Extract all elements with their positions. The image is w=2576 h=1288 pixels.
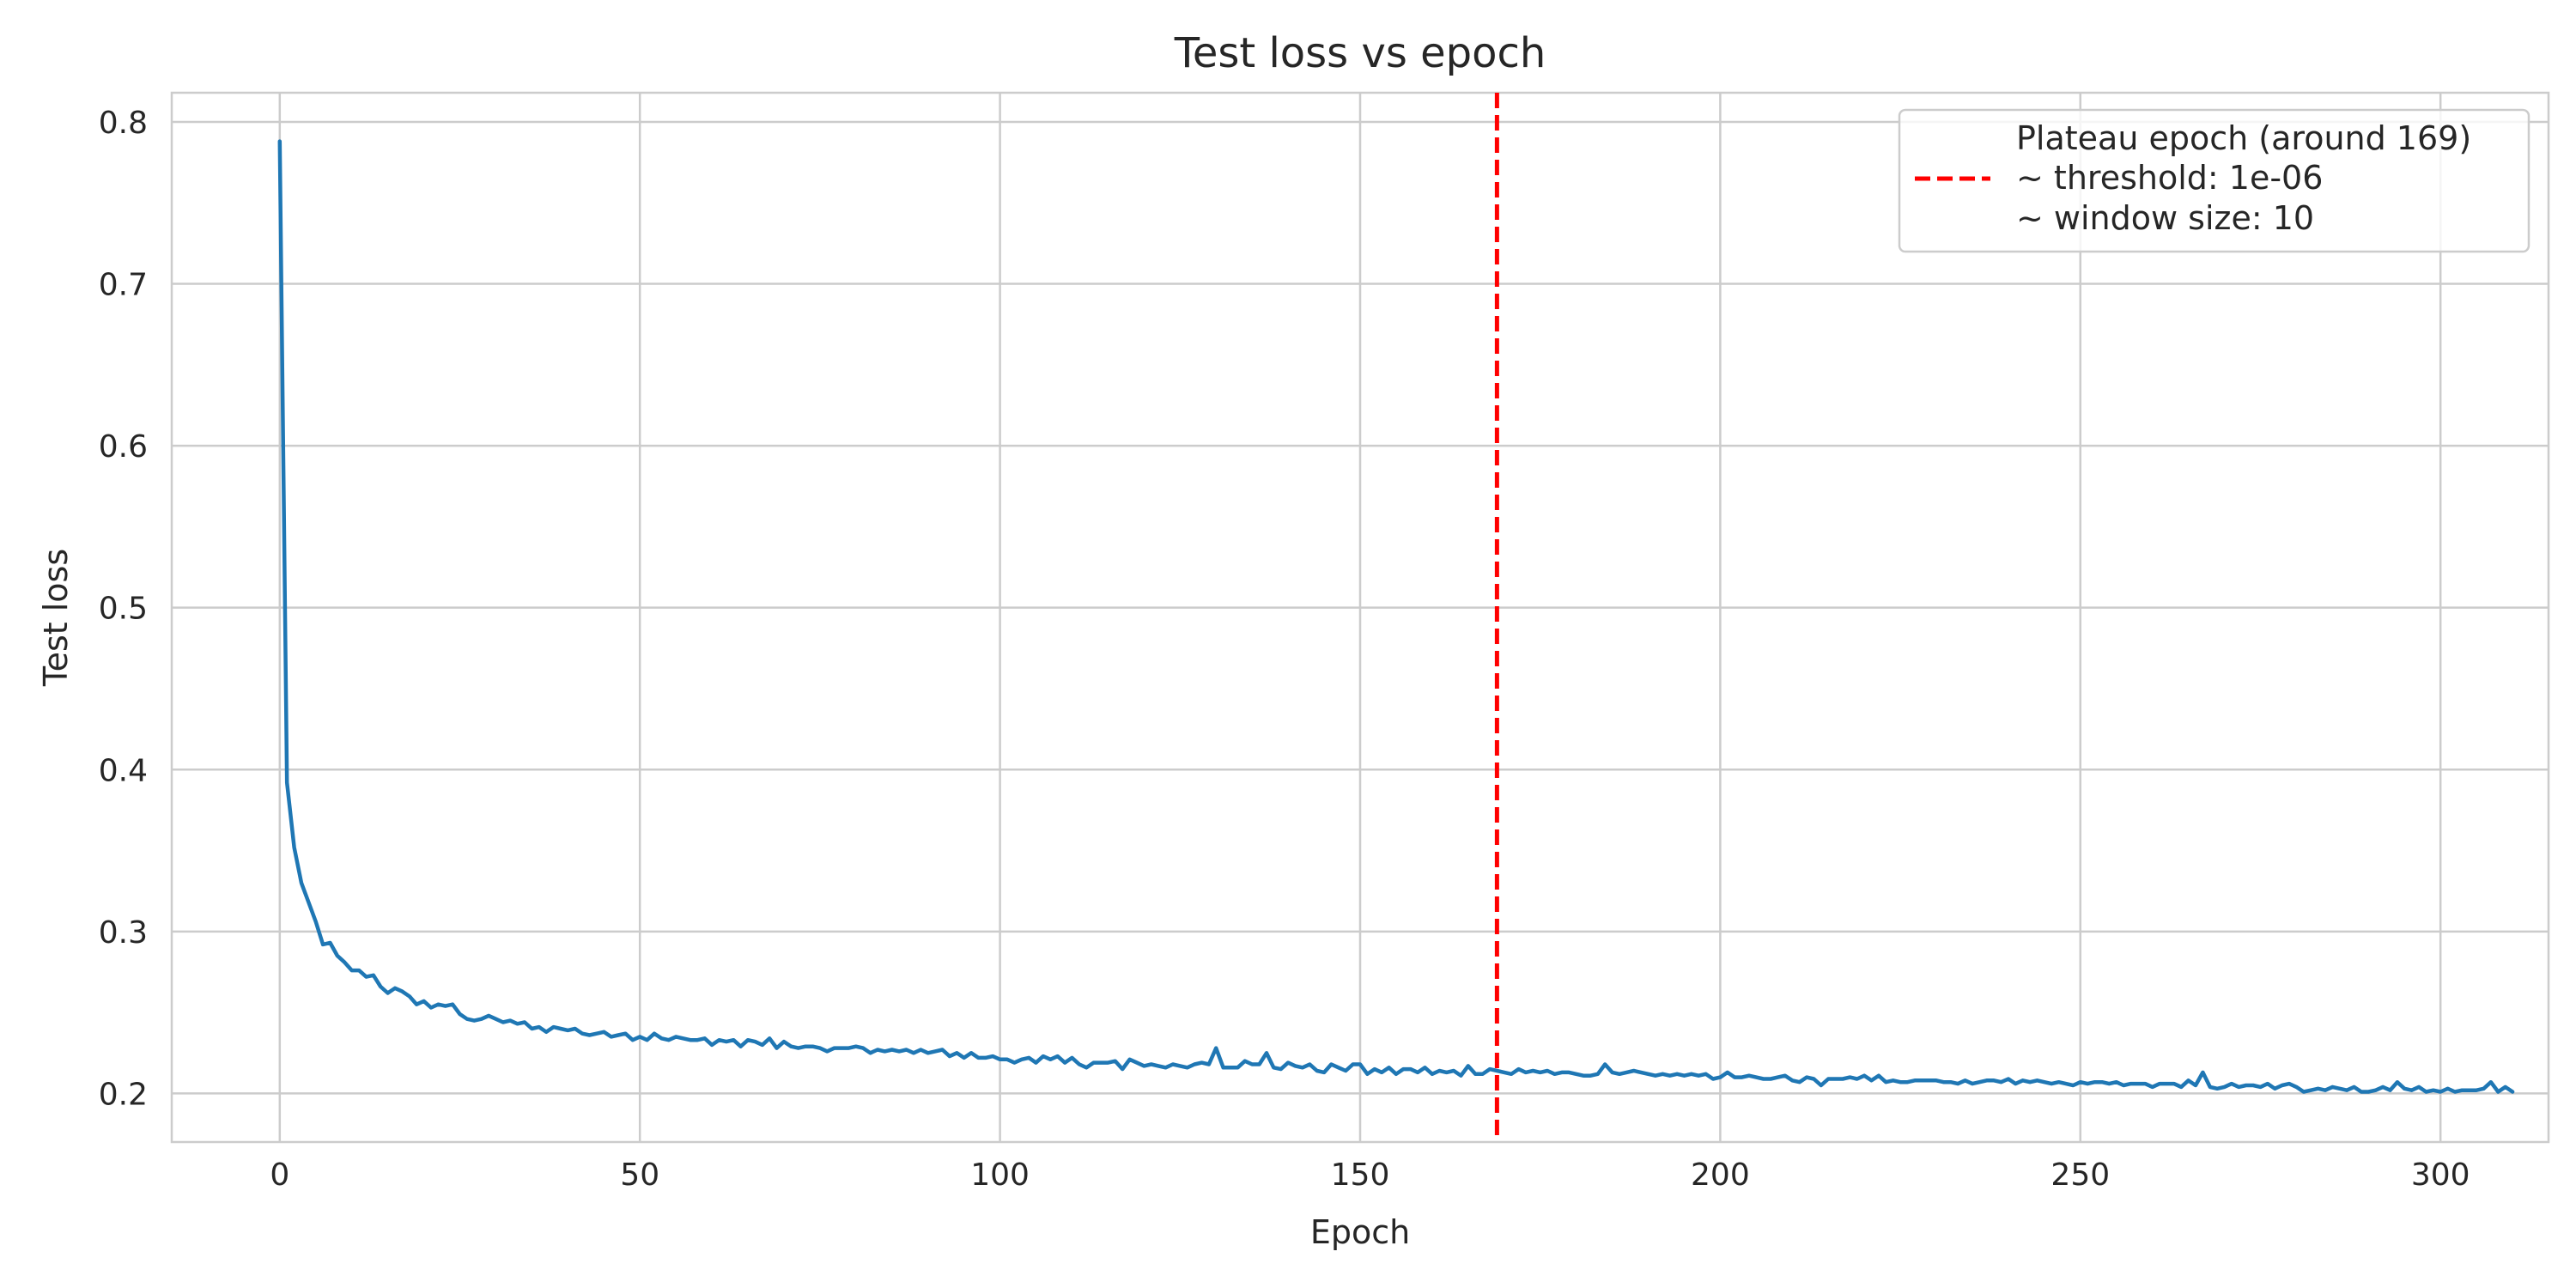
y-tick-label: 0.4 (99, 753, 148, 788)
legend-label-line-1: Plateau epoch (around 169) (2016, 119, 2471, 157)
x-tick-label: 200 (1691, 1157, 1750, 1193)
legend-label-line-2: ~ threshold: 1e-06 (2016, 159, 2323, 197)
x-tick-label: 0 (270, 1157, 289, 1193)
x-axis-label: Epoch (1310, 1213, 1410, 1251)
x-tick-label: 150 (1331, 1157, 1390, 1193)
y-tick-label: 0.2 (99, 1077, 148, 1112)
y-tick-label: 0.7 (99, 268, 148, 303)
series-layer (277, 139, 2515, 1094)
x-tick-label: 100 (970, 1157, 1030, 1193)
y-axis-label: Test loss (37, 549, 75, 687)
y-tick-label: 0.3 (99, 915, 148, 951)
y-tick-label: 0.8 (99, 106, 148, 141)
test-loss-line (277, 139, 2515, 1094)
legend: Plateau epoch (around 169) ~ threshold: … (1898, 108, 2530, 253)
y-tick-label: 0.5 (99, 592, 148, 627)
tick-labels: 0 50 100 150 200 250 300 0.2 0.3 0.4 0.5 0.6 0.7 0.8 (99, 106, 2470, 1193)
chart-title: Test loss vs epoch (1174, 29, 1546, 77)
legend-label-line-3: ~ window size: 10 (2016, 199, 2314, 237)
x-tick-label: 250 (2050, 1157, 2110, 1193)
y-tick-label: 0.6 (99, 429, 148, 465)
x-tick-label: 300 (2411, 1157, 2470, 1193)
x-tick-label: 50 (620, 1157, 659, 1193)
grid-lines (172, 93, 2549, 1142)
legend-box (1898, 108, 2530, 253)
plot-frame (170, 91, 2550, 1144)
